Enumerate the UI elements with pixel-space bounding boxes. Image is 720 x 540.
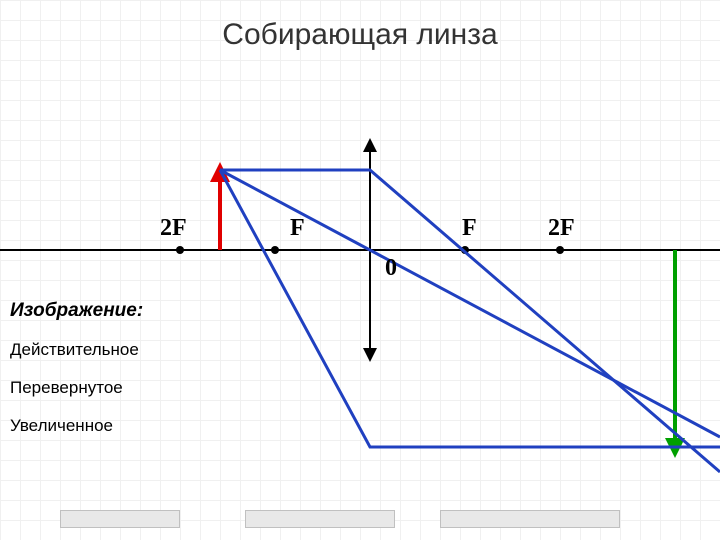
label-2F-left: 2F (160, 215, 187, 242)
bottom-bar-3 (440, 510, 620, 528)
label-F-right: F (462, 215, 477, 242)
label-origin: 0 (385, 255, 397, 282)
info-line-2: Перевернутое (10, 378, 123, 398)
info-heading: Изображение: (10, 300, 143, 322)
point-F-left (271, 246, 279, 254)
lens-diagram (0, 0, 720, 540)
bottom-bar-2 (245, 510, 395, 528)
label-F-left: F (290, 215, 305, 242)
info-line-1: Действительное (10, 340, 139, 360)
label-2F-right: 2F (548, 215, 575, 242)
point-2F-right (556, 246, 564, 254)
ray-through-center (220, 170, 720, 437)
info-line-3: Увеличенное (10, 416, 113, 436)
point-2F-left (176, 246, 184, 254)
bottom-bar-1 (60, 510, 180, 528)
